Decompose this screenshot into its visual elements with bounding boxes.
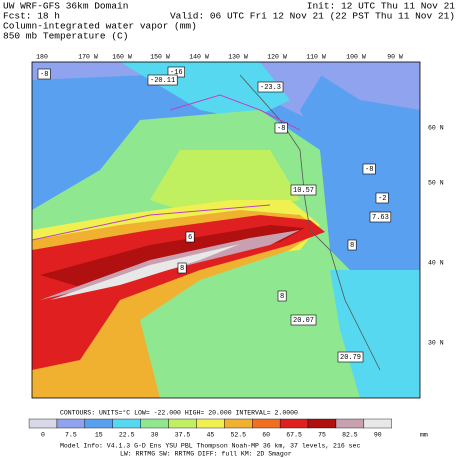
footer-line2: LW: RRTMG SW: RRTMG DIFF: full KM: 2D Sm… [120,451,292,458]
longitude-label: 130 W [228,54,248,61]
title: UW WRF-GFS 36km Domain [3,1,128,12]
contour-info: CONTOURS: UNITS=°C LOW= -22.000 HIGH= 20… [60,409,298,417]
longitude-label: 180 [36,54,48,61]
contour-label: -8 [277,125,285,133]
longitude-label: 140 W [189,54,209,61]
colorbar-tick-label: 22.5 [119,432,135,439]
contour-label-box [37,68,51,80]
map [31,61,421,399]
longitude-label: 100 W [346,54,366,61]
contour-label: 20.79 [340,354,361,362]
contour-label: 6 [188,234,192,242]
contour-label-box [185,231,195,243]
color-swatch [196,418,225,429]
latitude-label: 50 N [428,180,444,187]
colorbar-tick-label: 45 [206,432,214,439]
contour-label-box [257,81,284,93]
forecast: Fcst: 18 h [3,11,60,22]
field: Column-integrated water vapor (mm) [3,21,197,32]
colorbar-tick-label: 30 [151,432,159,439]
contour-field: 850 mb Temperature (C) [3,31,128,42]
footer-line1: Model Info: V4.1.3 G-D Ens YSU PBL Thomp… [60,443,360,450]
longitude-label: 90 W [387,54,403,61]
contour-label: 8 [280,293,284,301]
contour-label-box [347,239,357,251]
color-swatch [112,418,141,429]
longitude-label: 170 W [78,54,98,61]
contour-label-box [277,290,287,302]
color-swatch [335,418,365,429]
colorbar-unit: mm [420,432,428,439]
color-swatch [84,418,113,429]
colorbar-tick-label: 60 [262,432,270,439]
color-swatch [252,418,281,429]
colorbar-tick-label: 7.5 [65,432,77,439]
color-swatch [56,418,86,429]
longitude-label: 120 W [267,54,287,61]
contour-label-box [375,192,389,204]
color-swatch [307,418,337,429]
contour-label: 8 [180,265,184,273]
contour-label-box [290,314,317,326]
color-swatch [363,418,392,429]
contour-label: -2 [378,195,386,203]
longitude-label: 160 W [112,54,132,61]
contour-label-box [369,211,392,223]
contour-label-box [290,184,317,196]
contour-label-box [337,351,364,363]
colorbar-tick-label: 37.5 [175,432,191,439]
color-swatch [224,418,253,429]
contour-label: -16 [170,69,183,77]
contour-label-box [274,122,288,134]
colorbar-tick-label: 52.5 [230,432,246,439]
colorbar-tick-label: 0 [41,432,45,439]
color-swatch [279,418,309,429]
contour-label-box [147,74,178,86]
map-labels: 180 170 W 160 W 150 W 140 W 130 W 120 W 110 W 10… [36,54,444,363]
contour-label: -8 [365,166,373,174]
colorbar-tick-label: 15 [95,432,103,439]
contour-label: -20.11 [150,77,175,85]
init: Init: 12 UTC Thu 11 Nov 21 [307,1,456,12]
contour-label: 20.07 [293,317,314,325]
contour-label: -8 [40,71,48,79]
color-swatch [140,418,169,429]
contour-label-box [177,262,187,274]
color-swatch [28,418,58,429]
latitude-label: 60 N [428,125,444,132]
color-swatch [168,418,197,429]
colorbar-tick-label: 90 [374,432,382,439]
contour-label-box [362,163,376,175]
latitude-label: 30 N [428,340,444,347]
longitude-label: 150 W [150,54,170,61]
colorbar-tick-label: 67.5 [286,432,302,439]
valid: Valid: 06 UTC Fri 12 Nov 21 (22 PST Thu … [170,11,455,22]
contour-label: -23.3 [260,84,281,92]
colorbar-tick-label: 75 [318,432,326,439]
contour-label: 8 [350,242,354,250]
longitude-label: 110 W [306,54,326,61]
contour-label: 7.63 [372,214,389,222]
contour-label: 10.57 [293,187,314,195]
colorbar-tick-label: 82.5 [342,432,358,439]
colorbar: 0 7.5 15 22.5 30 37.5 45 52.5 60 67.5 75 82.5 90 mm [28,418,428,439]
latitude-label: 40 N [428,260,444,267]
